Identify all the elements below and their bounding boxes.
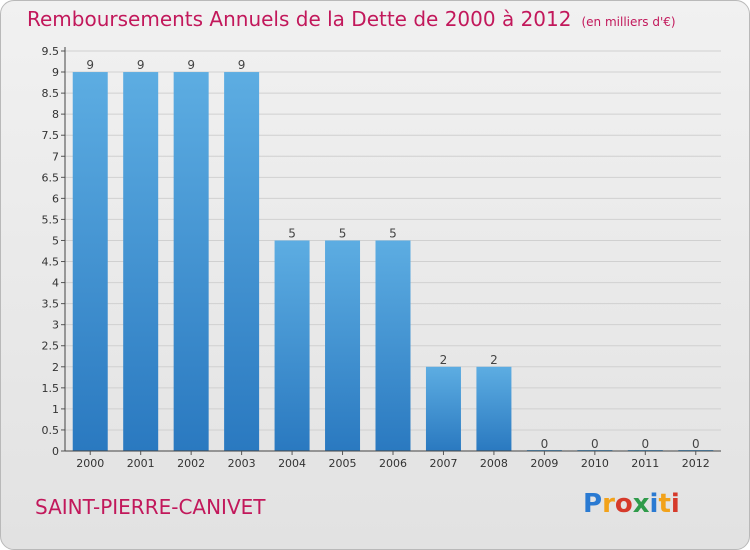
data-label-2010: 0 [591,437,599,451]
data-label-2009: 0 [541,437,549,451]
proxiti-logo: Proxiti [583,489,680,519]
title-text: Remboursements Annuels de la Dette de 20… [27,7,572,31]
data-label-2006: 5 [389,226,397,240]
x-tick-label: 2003 [228,457,256,470]
logo-letter: x [632,489,650,519]
y-tick-label: 3 [52,319,59,332]
chart-title: Remboursements Annuels de la Dette de 20… [27,7,676,31]
y-tick-label: 7 [52,150,59,163]
y-tick-label: 9 [52,66,59,79]
logo-letter: t [658,489,671,519]
logo-letter: P [583,489,603,519]
y-tick-label: 1.5 [42,382,60,395]
y-tick-label: 4 [52,277,59,290]
bars [72,72,714,451]
bar-2000 [72,72,108,451]
y-tick-label: 8.5 [42,87,60,100]
axes: 0 0.5 1 1.5 2 2.5 3 3.5 4 4.5 5 5.5 6 6.5 7 7.5 8 8.5 9 9.5… [42,45,721,470]
data-label-2000: 9 [86,58,94,72]
y-tick-label: 6.5 [42,171,60,184]
logo-letter: i [670,489,680,519]
y-tick-label: 7.5 [42,129,60,142]
bar-2008 [476,366,512,451]
y-tick-label: 4.5 [42,256,60,269]
bar-2005 [325,240,361,451]
x-tick-label: 2004 [278,457,306,470]
y-tick-label: 0.5 [42,424,60,437]
data-label-2008: 2 [490,353,498,367]
x-tick-label: 2006 [379,457,407,470]
data-label-2002: 9 [187,58,195,72]
y-tick-label: 9.5 [42,45,60,58]
y-tick-label: 2 [52,361,59,374]
x-tick-label: 2002 [177,457,205,470]
x-tick-label: 2008 [480,457,508,470]
y-tick-label: 3.5 [42,298,60,311]
x-tick-label: 2010 [581,457,609,470]
unit-note: (en milliers d'€) [581,15,676,29]
y-tick-label: 0 [52,445,59,458]
data-label-2011: 0 [641,437,649,451]
data-label-2004: 5 [288,226,296,240]
commune-name: SAINT-PIERRE-CANIVET [35,495,266,519]
y-tick-label: 5.5 [42,213,60,226]
bar-2003 [224,72,260,451]
data-labels: 9 9 9 9 5 5 5 2 2 0 0 0 0 [86,58,699,451]
y-tick-label: 6 [52,192,59,205]
data-label-2007: 2 [440,353,448,367]
bar-2007 [425,366,461,451]
x-tick-label: 2007 [429,457,457,470]
x-tick-label: 2011 [631,457,659,470]
data-label-2003: 9 [238,58,246,72]
x-tick-label: 2009 [530,457,558,470]
x-tick-label: 2001 [127,457,155,470]
data-label-2012: 0 [692,437,700,451]
data-label-2005: 5 [339,226,347,240]
y-tick-label: 1 [52,403,59,416]
x-tick-label: 2012 [682,457,710,470]
bar-2001 [123,72,159,451]
bar-2004 [274,240,310,451]
y-tick-label: 2.5 [42,340,60,353]
data-label-2001: 9 [137,58,145,72]
y-tick-label: 8 [52,108,59,121]
bar-2002 [173,72,209,451]
x-tick-label: 2005 [329,457,357,470]
x-tick-label: 2000 [76,457,104,470]
bar-2006 [375,240,411,451]
y-tick-label: 5 [52,234,59,247]
logo-letter: r [602,489,615,519]
logo-letter: i [649,489,659,519]
logo-letter: o [614,489,633,519]
